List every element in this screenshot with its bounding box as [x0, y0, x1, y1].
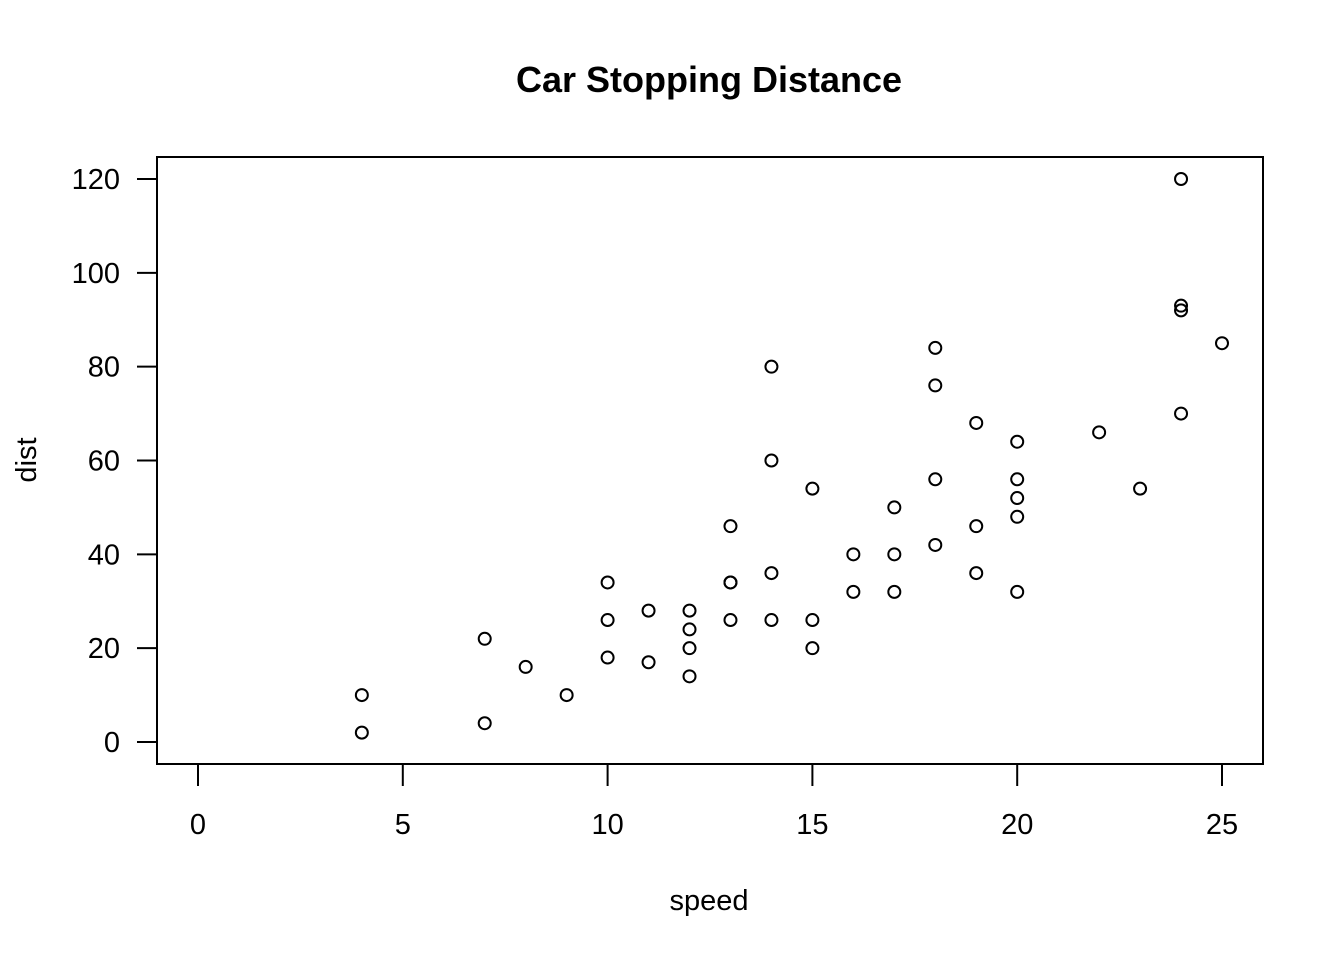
y-tick-label: 40	[88, 539, 120, 571]
data-point	[805, 641, 820, 656]
plot-area-frame	[156, 156, 1264, 765]
data-point	[846, 547, 861, 562]
x-tick-label: 5	[395, 809, 411, 841]
y-axis-label: dist	[11, 437, 43, 482]
data-point	[1010, 491, 1025, 506]
data-point	[723, 575, 738, 590]
y-tick-label: 60	[88, 446, 120, 478]
x-tick-label: 20	[1001, 809, 1033, 841]
data-point	[887, 584, 902, 599]
data-point	[477, 716, 492, 731]
y-tick-label: 100	[72, 258, 120, 290]
y-tick-label: 20	[88, 633, 120, 665]
data-point	[1174, 298, 1189, 313]
y-tick-label: 80	[88, 352, 120, 384]
data-point	[846, 584, 861, 599]
y-tick-label: 120	[72, 164, 120, 196]
chart-title: Car Stopping Distance	[516, 59, 902, 100]
data-point	[354, 725, 369, 740]
data-point	[887, 500, 902, 515]
x-tick-label: 0	[190, 809, 206, 841]
y-tick-label: 0	[104, 727, 120, 759]
data-point	[1092, 425, 1107, 440]
data-point	[969, 519, 984, 534]
data-point	[682, 622, 697, 637]
data-point	[805, 613, 820, 628]
data-point	[1174, 406, 1189, 421]
data-point	[764, 566, 779, 581]
data-point	[928, 378, 943, 393]
data-point	[559, 688, 574, 703]
data-point	[969, 415, 984, 430]
x-axis: 0 5 10 15 20 25	[190, 763, 1238, 841]
data-point	[764, 359, 779, 374]
data-point	[928, 472, 943, 487]
data-point	[887, 547, 902, 562]
data-point	[682, 603, 697, 618]
data-point	[1010, 472, 1025, 487]
data-point	[1010, 434, 1025, 449]
data-point	[641, 655, 656, 670]
data-point	[600, 650, 615, 665]
data-point	[723, 519, 738, 534]
data-point	[1174, 303, 1189, 318]
data-point	[969, 566, 984, 581]
data-point	[764, 613, 779, 628]
data-point	[477, 631, 492, 646]
data-point	[1010, 584, 1025, 599]
data-point	[805, 481, 820, 496]
data-point	[600, 613, 615, 628]
x-axis-label: speed	[669, 885, 748, 917]
data-point	[1215, 336, 1229, 351]
data-point	[641, 603, 656, 618]
data-point	[1010, 509, 1025, 524]
x-tick-label: 10	[591, 809, 623, 841]
data-point	[1133, 481, 1148, 496]
data-point	[723, 613, 738, 628]
data-point	[354, 688, 369, 703]
x-tick-label: 25	[1206, 809, 1238, 841]
data-point	[518, 659, 533, 674]
data-points	[354, 172, 1229, 740]
data-point	[600, 575, 615, 590]
y-axis: 0 20 40 60 80 100 120	[72, 164, 158, 759]
data-point	[764, 453, 779, 468]
data-point	[682, 669, 697, 684]
x-tick-label: 15	[796, 809, 828, 841]
data-point	[1174, 172, 1189, 186]
data-point	[928, 340, 943, 355]
data-point	[928, 537, 943, 552]
data-point	[682, 641, 697, 656]
